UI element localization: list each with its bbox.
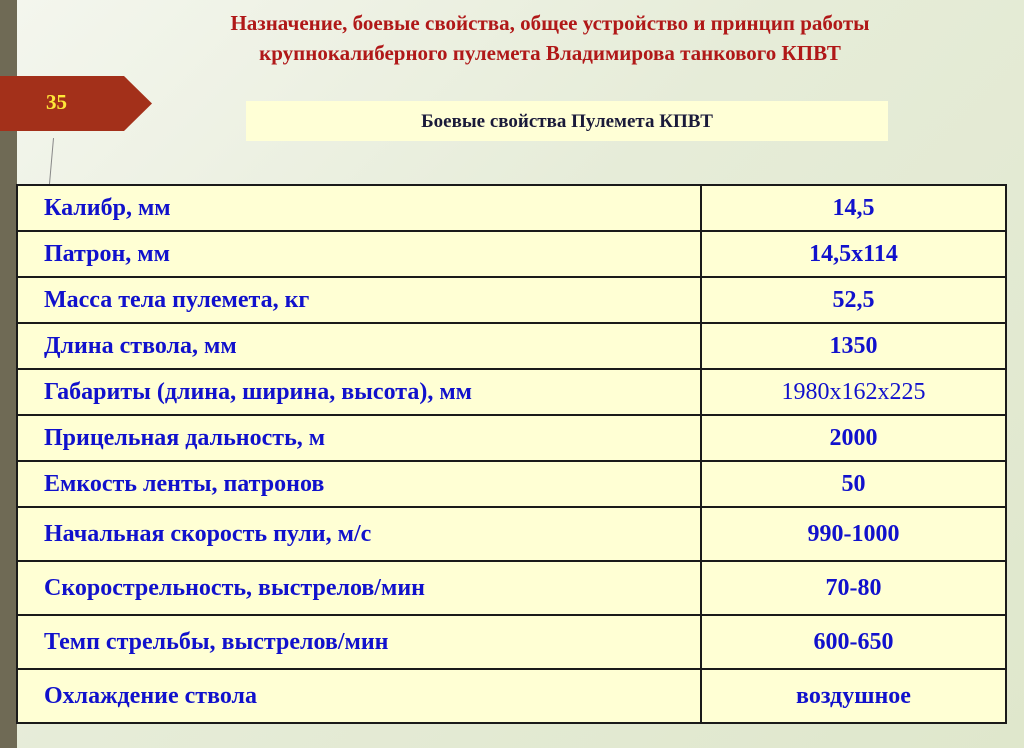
- spec-value: 1980x162x225: [700, 368, 1007, 416]
- spec-value: воздушное: [700, 668, 1007, 724]
- table-row: Патрон, мм 14,5х114: [16, 230, 1007, 278]
- spec-label: Емкость ленты, патронов: [16, 460, 702, 508]
- specs-table: Калибр, мм 14,5 Патрон, мм 14,5х114 Масса те…: [16, 184, 1007, 724]
- slide-title: Назначение, боевые свойства, общее устро…: [120, 8, 980, 68]
- table-row: Габариты (длина, ширина, высота), мм 1980…: [16, 368, 1007, 416]
- spec-label: Темп стрельбы, выстрелов/мин: [16, 614, 702, 670]
- spec-value: 14,5х114: [700, 230, 1007, 278]
- side-bar: [0, 0, 17, 748]
- slide-subtitle: Боевые свойства Пулемета КПВТ: [246, 101, 888, 141]
- spec-label: Начальная скорость пули, м/с: [16, 506, 702, 562]
- table-row: Скорострельность, выстрелов/мин 70-80: [16, 560, 1007, 616]
- decorative-line: [48, 138, 55, 184]
- spec-value: 14,5: [700, 184, 1007, 232]
- spec-label: Длина ствола, мм: [16, 322, 702, 370]
- spec-label: Прицельная дальность, м: [16, 414, 702, 462]
- table-row: Масса тела пулемета, кг 52,5: [16, 276, 1007, 324]
- slide-number: 35: [46, 90, 67, 114]
- table-row: Длина ствола, мм 1350: [16, 322, 1007, 370]
- table-row: Охлаждение ствола воздушное: [16, 668, 1007, 724]
- spec-label: Габариты (длина, ширина, высота), мм: [16, 368, 702, 416]
- spec-value: 70-80: [700, 560, 1007, 616]
- spec-value: 990-1000: [700, 506, 1007, 562]
- table-row: Калибр, мм 14,5: [16, 184, 1007, 232]
- spec-value: 600-650: [700, 614, 1007, 670]
- title-line-1: Назначение, боевые свойства, общее устро…: [230, 11, 870, 35]
- spec-label: Охлаждение ствола: [16, 668, 702, 724]
- spec-value: 1350: [700, 322, 1007, 370]
- spec-value: 50: [700, 460, 1007, 508]
- spec-label: Калибр, мм: [16, 184, 702, 232]
- table-row: Темп стрельбы, выстрелов/мин 600-650: [16, 614, 1007, 670]
- slide-number-badge: 35: [0, 76, 152, 131]
- spec-label: Масса тела пулемета, кг: [16, 276, 702, 324]
- spec-value: 52,5: [700, 276, 1007, 324]
- table-row: Начальная скорость пули, м/с 990-1000: [16, 506, 1007, 562]
- spec-value: 2000: [700, 414, 1007, 462]
- table-row: Емкость ленты, патронов 50: [16, 460, 1007, 508]
- table-row: Прицельная дальность, м 2000: [16, 414, 1007, 462]
- title-line-2: крупнокалиберного пулемета Владимирова т…: [259, 41, 841, 65]
- spec-label: Патрон, мм: [16, 230, 702, 278]
- spec-label: Скорострельность, выстрелов/мин: [16, 560, 702, 616]
